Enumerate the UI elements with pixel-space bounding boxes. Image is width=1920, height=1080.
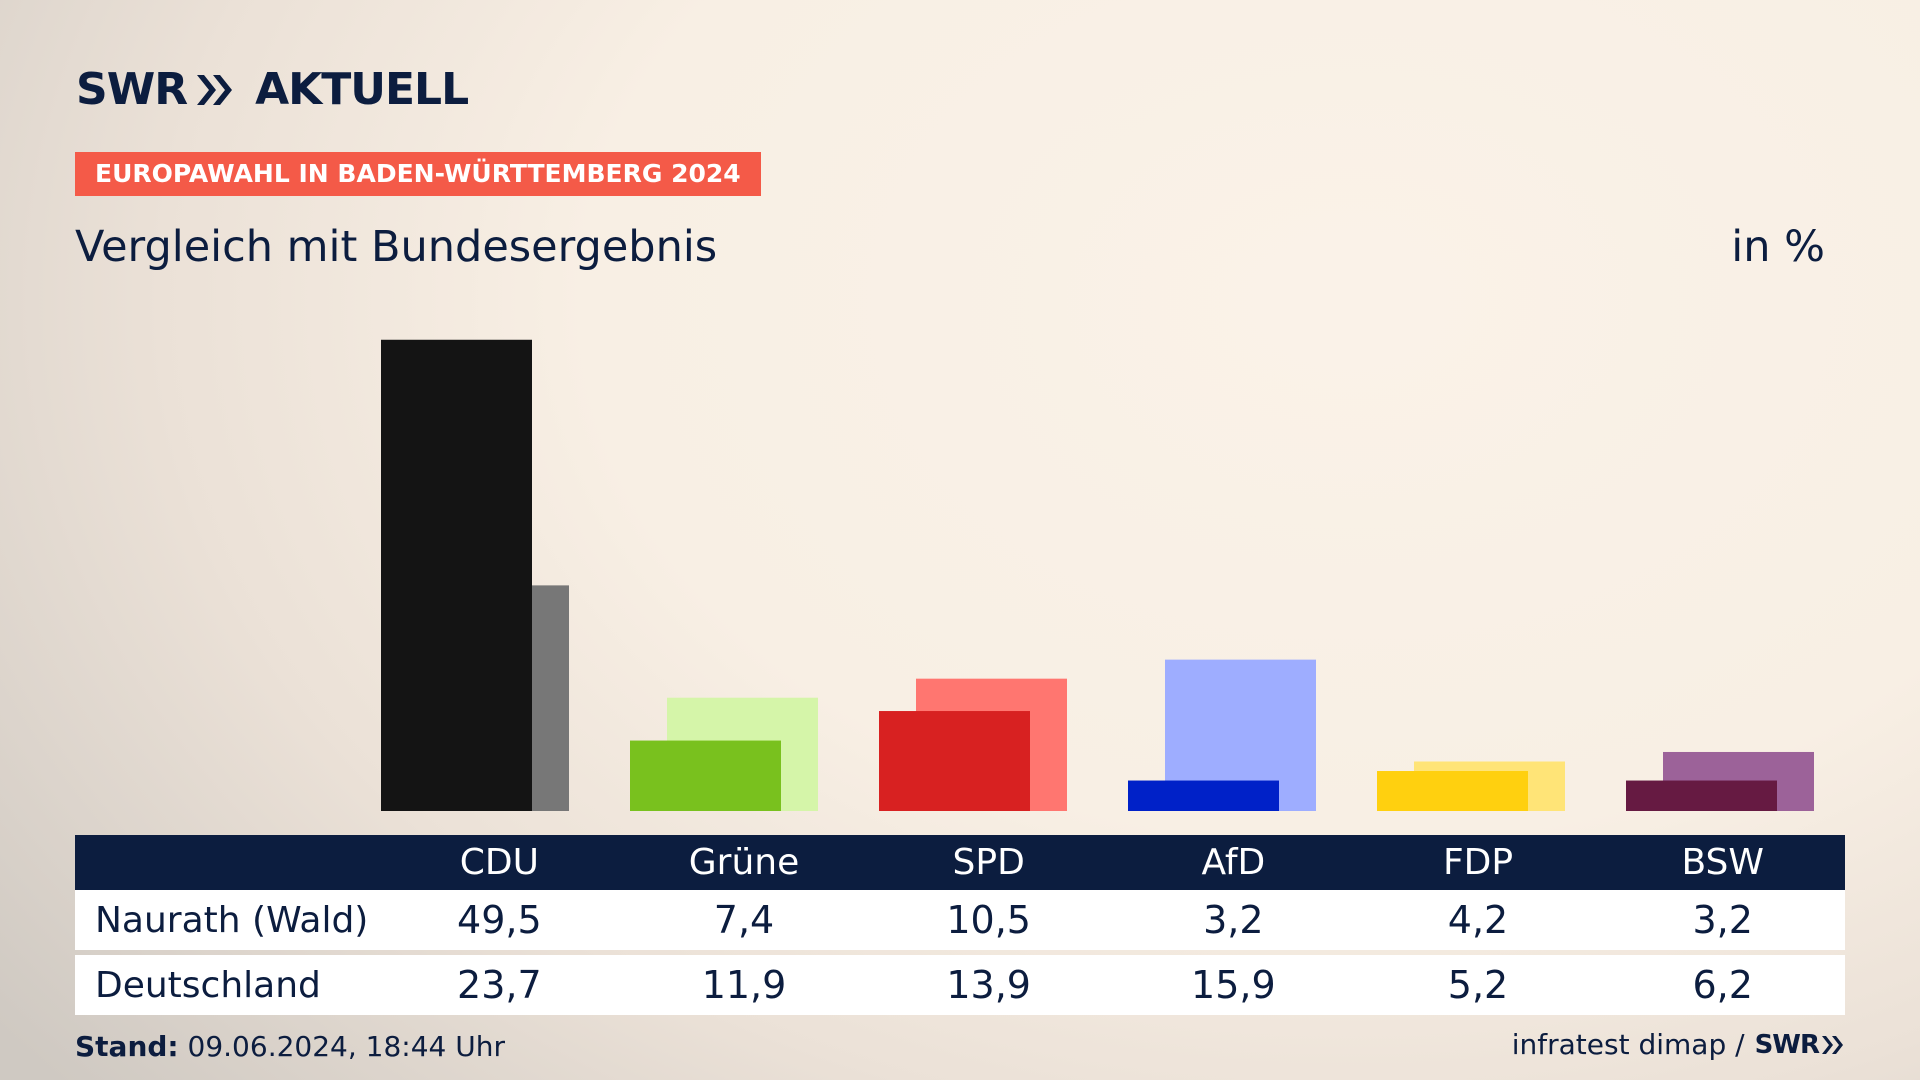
national-value-spd: 13,9	[946, 963, 1031, 1007]
table-row-national: Deutschland 23,7 11,9 13,9 15,9 5,2 6,2	[75, 955, 1845, 1015]
table-header-empty	[75, 835, 377, 890]
bar-chart	[381, 339, 1814, 811]
local-value-fdp: 4,2	[1447, 898, 1509, 942]
local-value-afd: 3,2	[1203, 898, 1264, 942]
bar-local-bsw	[1626, 780, 1777, 811]
logo-aktuell-text: AKTUELL	[255, 64, 469, 115]
bar-local-cdu	[381, 339, 532, 811]
national-value-cdu: 23,7	[457, 963, 542, 1007]
party-header-gruene: Grüne	[688, 842, 800, 883]
national-value-gruene: 11,9	[701, 963, 787, 1007]
logo-swr-text: SWR	[76, 64, 188, 115]
party-header-fdp: FDP	[1442, 842, 1514, 883]
national-value-afd: 15,9	[1191, 963, 1276, 1007]
source-text: infratest dimap /	[1511, 1028, 1745, 1061]
timestamp: Stand: 09.06.2024, 18:44 Uhr	[75, 1030, 505, 1063]
national-value-fdp: 5,2	[1447, 963, 1509, 1007]
stand-value: 09.06.2024, 18:44 Uhr	[187, 1030, 505, 1063]
local-value-bsw: 3,2	[1692, 898, 1753, 942]
party-header-cdu: CDU	[459, 842, 539, 883]
footer-swr-logo: SWR	[1754, 1029, 1820, 1060]
table-row-local: Naurath (Wald) 49,5 7,4 10,5 3,2 4,2 3,2	[75, 890, 1845, 950]
swr-aktuell-logo: SWR AKTUELL	[76, 64, 469, 115]
local-value-cdu: 49,5	[457, 898, 542, 942]
footer-chevron-icon	[1822, 1035, 1843, 1054]
party-header-afd: AfD	[1201, 842, 1266, 883]
bar-local-spd	[879, 711, 1030, 811]
source-credit: infratest dimap / SWR	[1512, 1028, 1845, 1061]
row-label-local: Naurath (Wald)	[95, 899, 369, 941]
table-header-row: CDU Grüne SPD AfD FDP BSW	[75, 835, 1845, 890]
unit-label: in %	[1731, 222, 1825, 272]
row-label-national: Deutschland	[95, 964, 321, 1006]
election-kicker: EUROPAWAHL IN BADEN-WÜRTTEMBERG 2024	[75, 152, 761, 196]
local-value-gruene: 7,4	[713, 898, 775, 942]
bar-local-afd	[1128, 780, 1279, 811]
local-value-spd: 10,5	[946, 898, 1031, 942]
results-table: CDU Grüne SPD AfD FDP BSW Naurath (Wald)…	[75, 835, 1845, 1015]
party-header-spd: SPD	[952, 842, 1025, 883]
double-chevron-icon	[197, 75, 233, 105]
national-value-bsw: 6,2	[1692, 963, 1753, 1007]
chart-title: Vergleich mit Bundesergebnis	[75, 222, 718, 272]
party-header-bsw: BSW	[1681, 842, 1764, 883]
bar-local-fdp	[1377, 771, 1528, 811]
bar-local-gruene	[630, 740, 781, 811]
stand-label: Stand:	[75, 1030, 179, 1063]
